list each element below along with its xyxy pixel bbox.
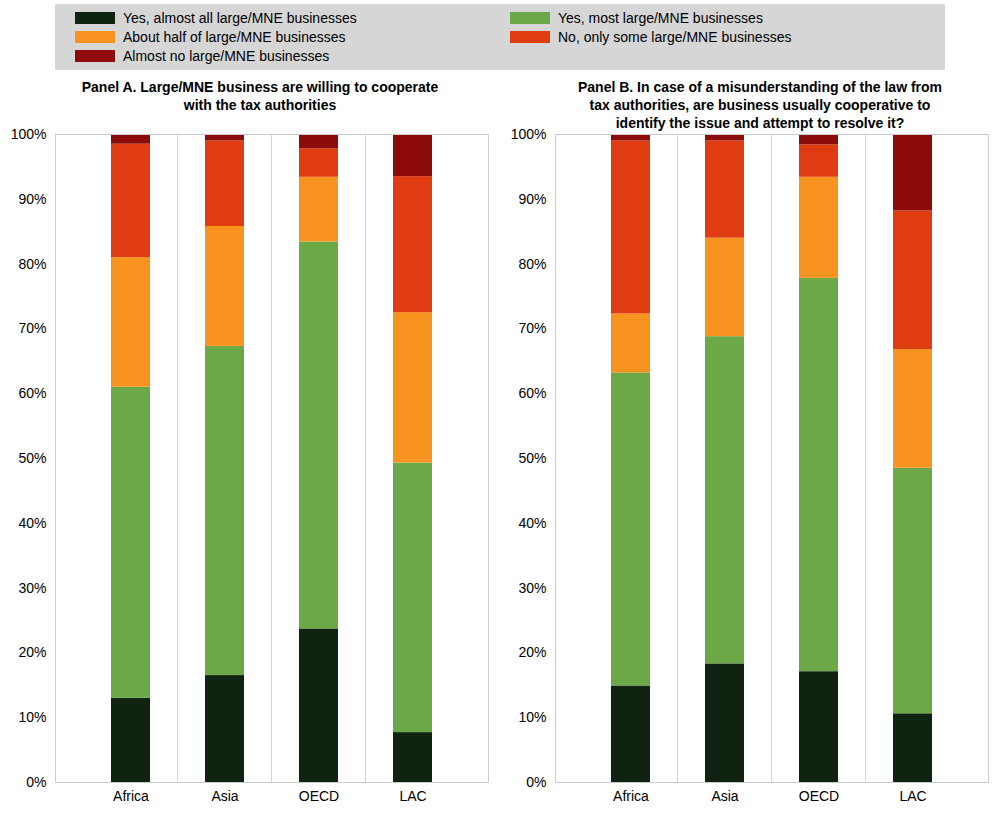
svg-text:LAC: LAC <box>399 788 426 804</box>
svg-text:10%: 10% <box>518 709 546 725</box>
html-text:No, only some large/MNE busine: No, only some large/MNE businesses <box>558 29 792 45</box>
svg-text:Asia: Asia <box>211 788 238 804</box>
html-text:Almost no large/MNE businesses: Almost no large/MNE businesses <box>123 48 330 64</box>
html-text:Panel B. In case of a misunder: Panel B. In case of a misunderstanding o… <box>578 79 942 131</box>
html-text:Panel A. Large/MNE business ar: Panel A. Large/MNE business are willing … <box>81 79 439 113</box>
svg-text:60%: 60% <box>518 385 546 401</box>
svg-text:Africa: Africa <box>613 788 649 804</box>
svg-text:50%: 50% <box>18 450 46 466</box>
svg-text:LAC: LAC <box>899 788 926 804</box>
svg-text:40%: 40% <box>18 515 46 531</box>
svg-text:100%: 100% <box>511 126 547 142</box>
svg-text:OECD: OECD <box>299 788 339 804</box>
svg-text:90%: 90% <box>518 191 546 207</box>
svg-text:20%: 20% <box>18 644 46 660</box>
html-text:About half of large/MNE busine: About half of large/MNE businesses <box>123 29 346 45</box>
svg-text:0%: 0% <box>26 774 46 790</box>
svg-text:30%: 30% <box>518 580 546 596</box>
svg-text:60%: 60% <box>18 385 46 401</box>
svg-text:80%: 80% <box>518 256 546 272</box>
svg-text:10%: 10% <box>18 709 46 725</box>
svg-text:30%: 30% <box>18 580 46 596</box>
svg-text:70%: 70% <box>518 320 546 336</box>
svg-text:OECD: OECD <box>799 788 839 804</box>
html-text:Yes, most large/MNE businesses: Yes, most large/MNE businesses <box>558 10 763 26</box>
svg-text:Asia: Asia <box>711 788 738 804</box>
svg-text:40%: 40% <box>518 515 546 531</box>
svg-text:100%: 100% <box>11 126 47 142</box>
svg-text:70%: 70% <box>18 320 46 336</box>
svg-text:50%: 50% <box>518 450 546 466</box>
svg-text:90%: 90% <box>18 191 46 207</box>
html-text:Yes, almost all large/MNE busi: Yes, almost all large/MNE businesses <box>123 10 357 26</box>
svg-text:Africa: Africa <box>113 788 149 804</box>
svg-text:80%: 80% <box>18 256 46 272</box>
svg-text:0%: 0% <box>526 774 546 790</box>
svg-text:20%: 20% <box>518 644 546 660</box>
